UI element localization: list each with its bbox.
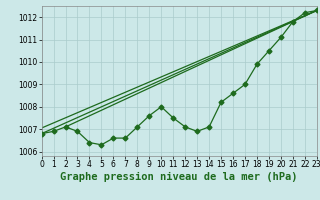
- X-axis label: Graphe pression niveau de la mer (hPa): Graphe pression niveau de la mer (hPa): [60, 172, 298, 182]
